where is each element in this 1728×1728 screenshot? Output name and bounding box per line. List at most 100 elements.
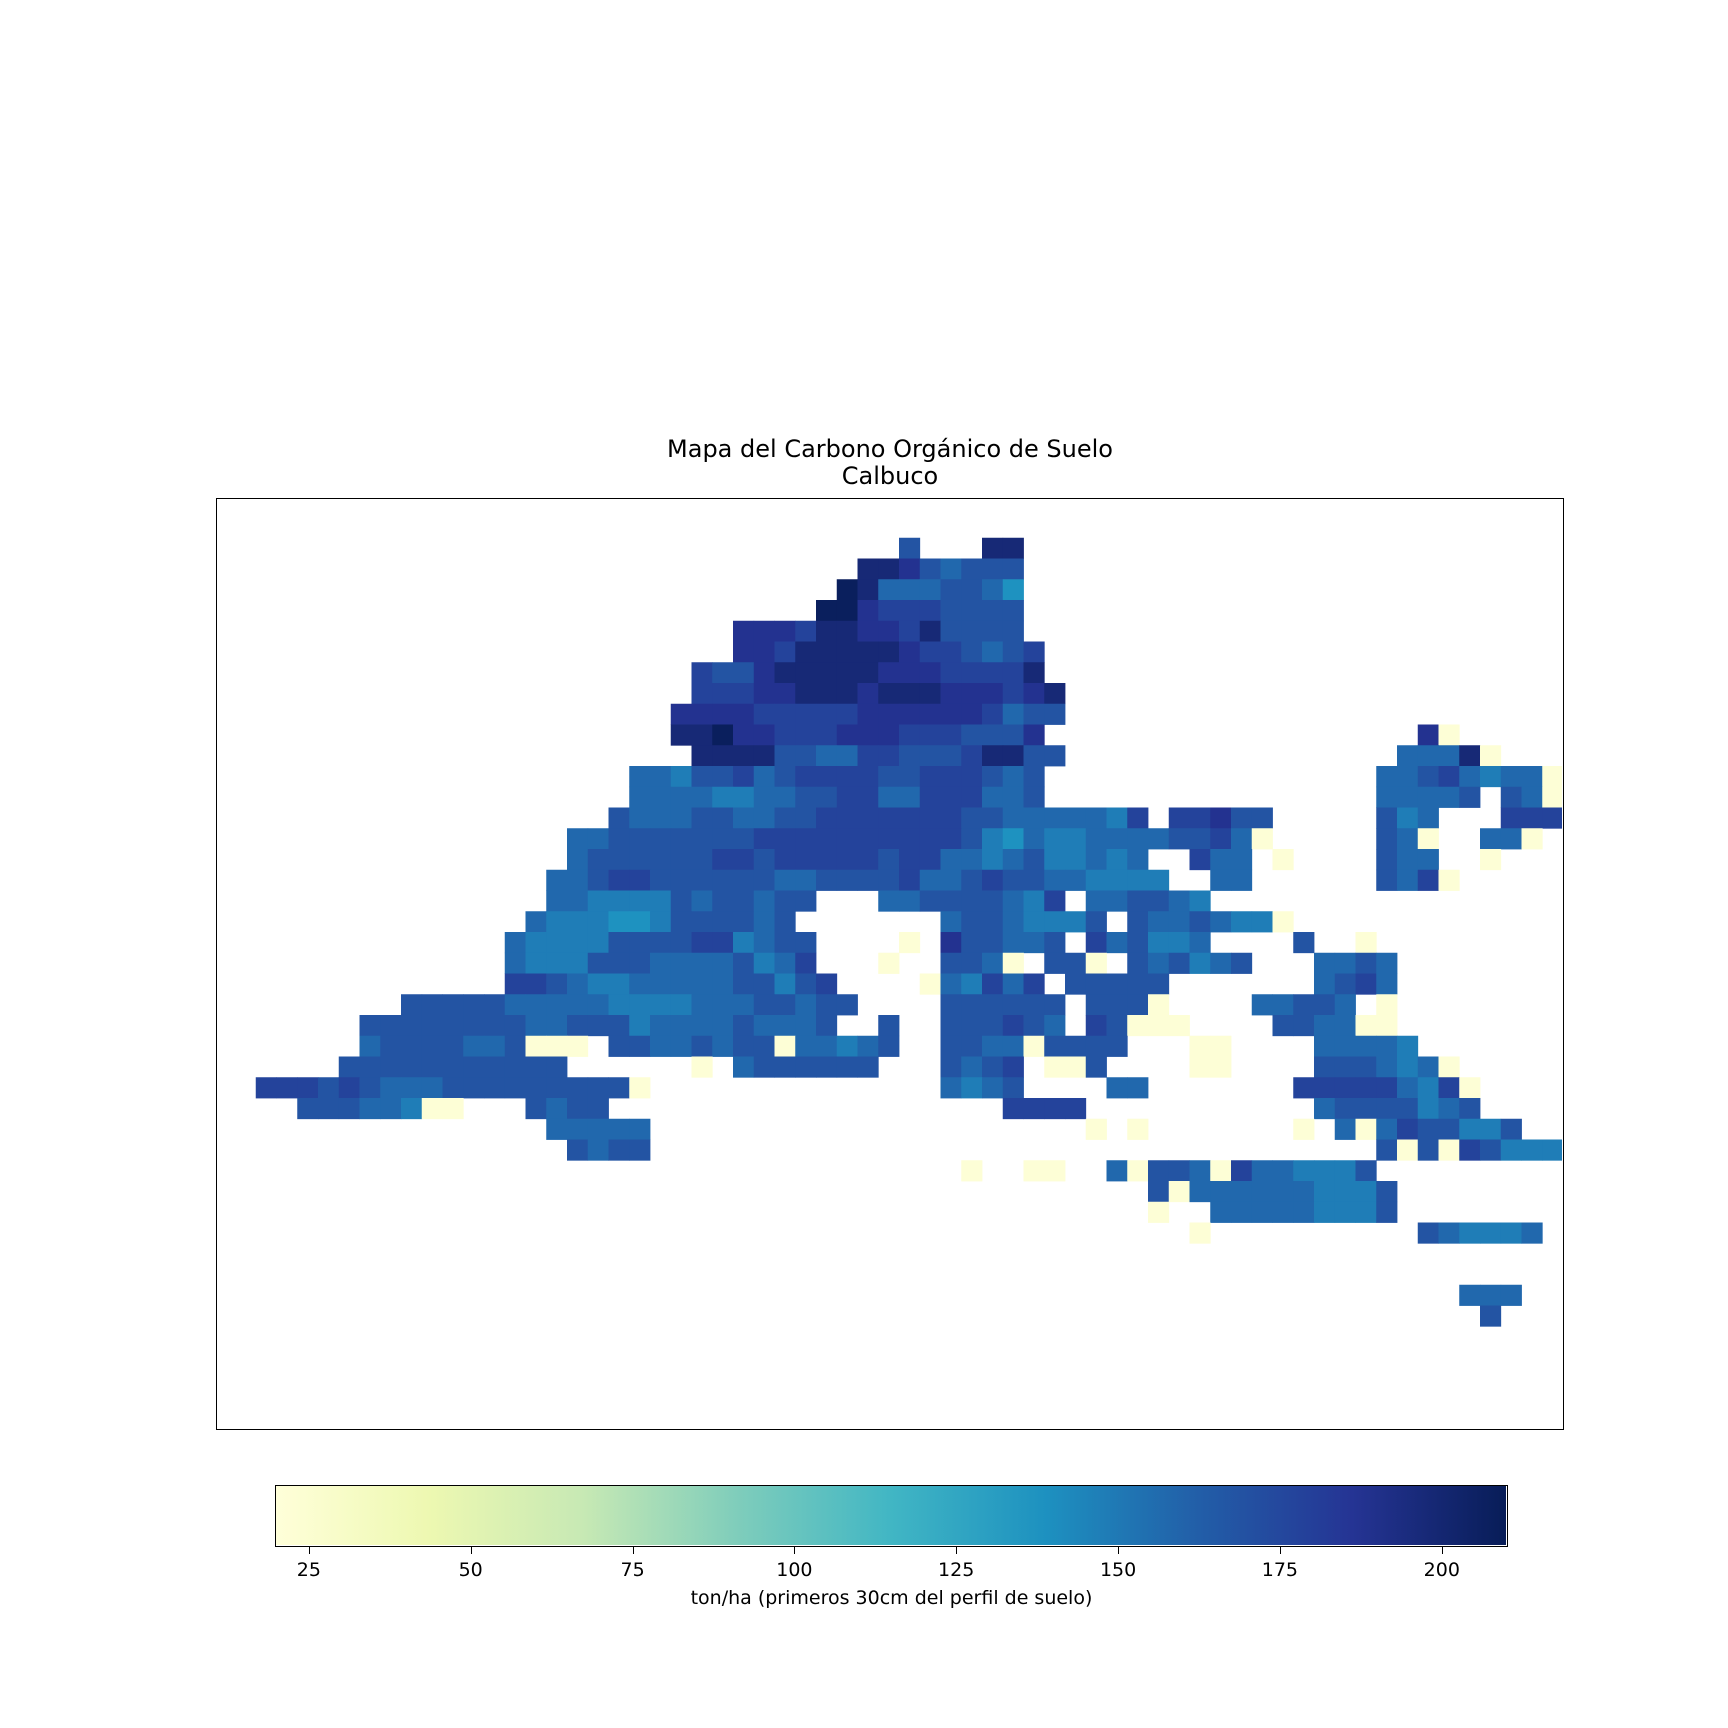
raster-cell: [401, 1015, 423, 1037]
raster-cell: [1272, 911, 1294, 933]
raster-cell: [1127, 1118, 1149, 1140]
title-line: Mapa del Carbono Orgánico de Suelo: [667, 435, 1113, 463]
raster-cell: [982, 1015, 1004, 1037]
raster-cell: [608, 1077, 630, 1099]
raster-cell: [1127, 807, 1149, 829]
raster-cell: [691, 932, 713, 954]
colorbar-tick-label: 150: [1099, 1559, 1137, 1581]
raster-cell: [1355, 932, 1377, 954]
raster-cell: [878, 600, 900, 622]
raster-cell: [567, 1035, 589, 1057]
raster-cell: [753, 807, 775, 829]
raster-cell: [940, 1035, 962, 1057]
raster-cell: [1044, 703, 1066, 725]
raster-cell: [774, 662, 796, 684]
raster-cell: [629, 952, 651, 974]
raster-cell: [982, 911, 1004, 933]
raster-cell: [1231, 1160, 1253, 1182]
raster-cell: [1417, 745, 1439, 767]
raster-cell: [753, 994, 775, 1016]
raster-cell: [940, 703, 962, 725]
raster-cell: [753, 641, 775, 663]
raster-cell: [1168, 828, 1190, 850]
raster-cell: [1480, 1284, 1502, 1306]
raster-cell: [670, 849, 692, 871]
raster-cell: [567, 952, 589, 974]
raster-cell: [504, 1015, 526, 1037]
raster-cell: [774, 849, 796, 871]
raster-cell: [857, 869, 879, 891]
raster-cell: [629, 807, 651, 829]
raster-cell: [1065, 1035, 1087, 1057]
raster-cell: [919, 600, 941, 622]
raster-cell: [650, 828, 672, 850]
raster-cell: [691, 994, 713, 1016]
raster-cell: [1065, 869, 1087, 891]
raster-cell: [878, 683, 900, 705]
raster-cell: [919, 558, 941, 580]
raster-cell: [1521, 766, 1543, 788]
raster-cell: [899, 724, 921, 746]
raster-cell: [982, 745, 1004, 767]
raster-cell: [1376, 849, 1398, 871]
raster-cell: [1334, 1098, 1356, 1120]
raster-cell: [1417, 1056, 1439, 1078]
raster-cell: [733, 807, 755, 829]
raster-cell: [525, 1056, 547, 1078]
raster-cell: [587, 1015, 609, 1037]
raster-cell: [982, 890, 1004, 912]
raster-cell: [442, 1098, 464, 1120]
raster-cell: [608, 952, 630, 974]
raster-cell: [525, 1015, 547, 1037]
raster-cell: [1293, 932, 1315, 954]
raster-cell: [670, 952, 692, 974]
raster-cell: [733, 828, 755, 850]
raster-cell: [733, 952, 755, 974]
raster-cell: [774, 786, 796, 808]
raster-cell: [982, 558, 1004, 580]
raster-cell: [878, 807, 900, 829]
raster-cell: [504, 1077, 526, 1099]
raster-cell: [961, 766, 983, 788]
raster-cell: [567, 1118, 589, 1140]
raster-cell: [919, 641, 941, 663]
raster-cell: [961, 786, 983, 808]
colorbar-tick: [1441, 1547, 1443, 1554]
raster-cell: [629, 828, 651, 850]
raster-cell: [1065, 849, 1087, 871]
raster-cell: [1002, 1015, 1024, 1037]
raster-cell: [1023, 828, 1045, 850]
raster-cell: [1002, 828, 1024, 850]
raster-cell: [1438, 1098, 1460, 1120]
raster-cell: [401, 1098, 423, 1120]
raster-cell: [463, 994, 485, 1016]
raster-cell: [878, 662, 900, 684]
raster-cell: [463, 1015, 485, 1037]
raster-cell: [1127, 932, 1149, 954]
raster-cell: [1397, 1077, 1419, 1099]
raster-cell: [608, 849, 630, 871]
raster-cell: [774, 745, 796, 767]
raster-cell: [733, 683, 755, 705]
raster-cell: [1314, 1098, 1336, 1120]
raster-cell: [318, 1077, 340, 1099]
raster-cell: [733, 641, 755, 663]
colorbar-tick: [794, 1547, 796, 1554]
raster-cell: [733, 869, 755, 891]
raster-cell: [587, 932, 609, 954]
raster-cell: [774, 952, 796, 974]
raster-cell: [567, 994, 589, 1016]
raster-cell: [795, 662, 817, 684]
raster-cell: [1023, 683, 1045, 705]
raster-cell: [1210, 911, 1232, 933]
raster-cell: [940, 683, 962, 705]
raster-cell: [525, 932, 547, 954]
raster-cell: [940, 745, 962, 767]
raster-cell: [1085, 1035, 1107, 1057]
raster-cell: [816, 703, 838, 725]
raster-cell: [1189, 952, 1211, 974]
raster-cell: [899, 703, 921, 725]
raster-cell: [753, 703, 775, 725]
raster-cell: [982, 579, 1004, 601]
raster-cell: [525, 1077, 547, 1099]
